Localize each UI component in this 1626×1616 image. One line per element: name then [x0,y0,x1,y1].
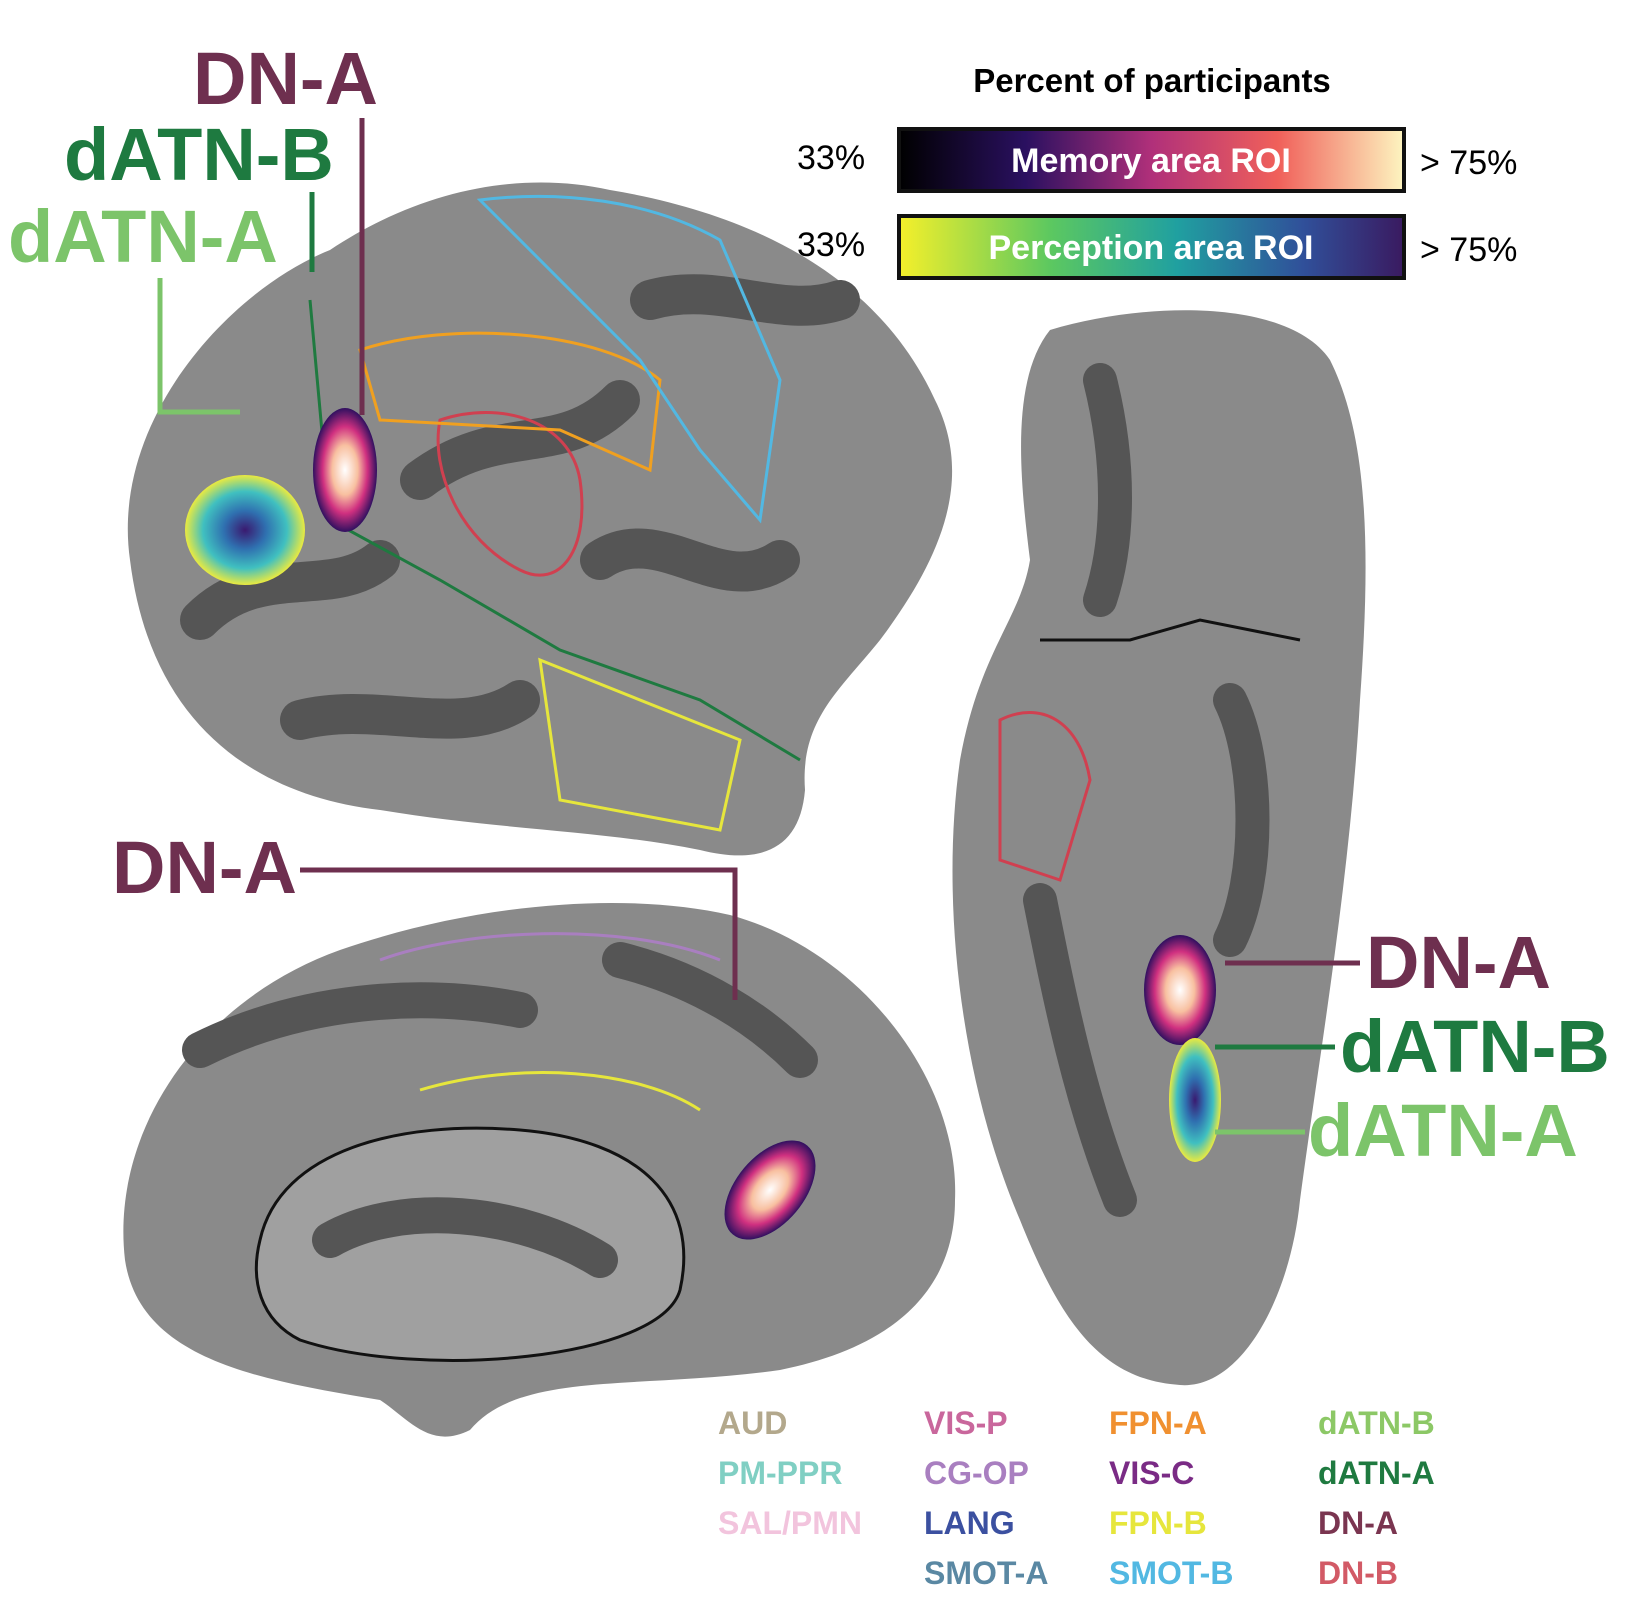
brain-lateral [127,182,953,856]
outline [998,711,1092,882]
colorbar-min: 33% [797,226,865,264]
colorbar-memory [897,127,1406,193]
legend: AUD PM-PPR SAL/PMN VIS-P CG-OP LANG SMOT-A FPN-… [718,1405,1435,1591]
sulci [1023,363,1270,1217]
sulci [180,274,860,740]
legend-item: PM-PPR [718,1455,842,1491]
legend-item: SMOT-A [924,1555,1048,1591]
annotation: DN-A [1366,921,1551,1004]
outline [476,194,782,524]
legend-item: DN-A [1318,1505,1398,1541]
arrow [157,278,240,415]
annotation: dATN-B [64,113,334,196]
outline [419,1071,701,1112]
outline [436,411,584,577]
colorbar-name: Perception area ROI [988,229,1313,267]
legend-item: dATN-B [1318,1405,1435,1441]
sulci [182,942,818,1278]
brain-ventral [952,310,1366,1386]
surface [952,310,1366,1386]
colorbar-name: Memory area ROI [1011,142,1291,180]
legend-item: FPN-B [1109,1505,1207,1541]
arrow [300,867,738,1000]
legend-item: FPN-A [1109,1405,1207,1441]
colorbar-max: > 75% [1420,231,1517,269]
legend-item: CG-OP [924,1455,1029,1491]
legend-item: AUD [718,1405,787,1441]
colorbar-min: 33% [797,139,865,177]
legend-item: dATN-A [1318,1455,1435,1491]
outline [538,657,742,832]
legend-item: SAL/PMN [718,1505,862,1541]
perception-blob [1169,1038,1221,1162]
annotation: dATN-A [1308,1089,1578,1172]
surface [127,182,953,856]
legend-item: LANG [924,1505,1015,1541]
colorbar-title: Percent of participants [973,62,1331,99]
annotation: dATN-A [8,195,278,278]
annotation: DN-A [193,37,378,120]
memory-blob [724,1140,816,1240]
annotations [157,118,1360,1135]
outline [358,331,662,473]
brain-medial [123,902,956,1437]
legend-item: VIS-C [1109,1455,1194,1491]
legend-item: DN-B [1318,1555,1398,1591]
legend-item: VIS-P [924,1405,1008,1441]
perception-blob [185,475,305,585]
memory-blob [1144,935,1216,1045]
annotation: dATN-B [1340,1005,1610,1088]
colorbar: Percent of participants 33% Memory area … [797,62,1517,280]
memory-blob [313,408,377,532]
corpus-callosum [254,1126,686,1362]
colorbar-max: > 75% [1420,144,1517,182]
outline [1040,618,1301,642]
annotation: DN-A [112,826,297,909]
colorbar-perception [897,214,1406,280]
legend-item: SMOT-B [1109,1555,1233,1591]
outline [379,932,721,962]
